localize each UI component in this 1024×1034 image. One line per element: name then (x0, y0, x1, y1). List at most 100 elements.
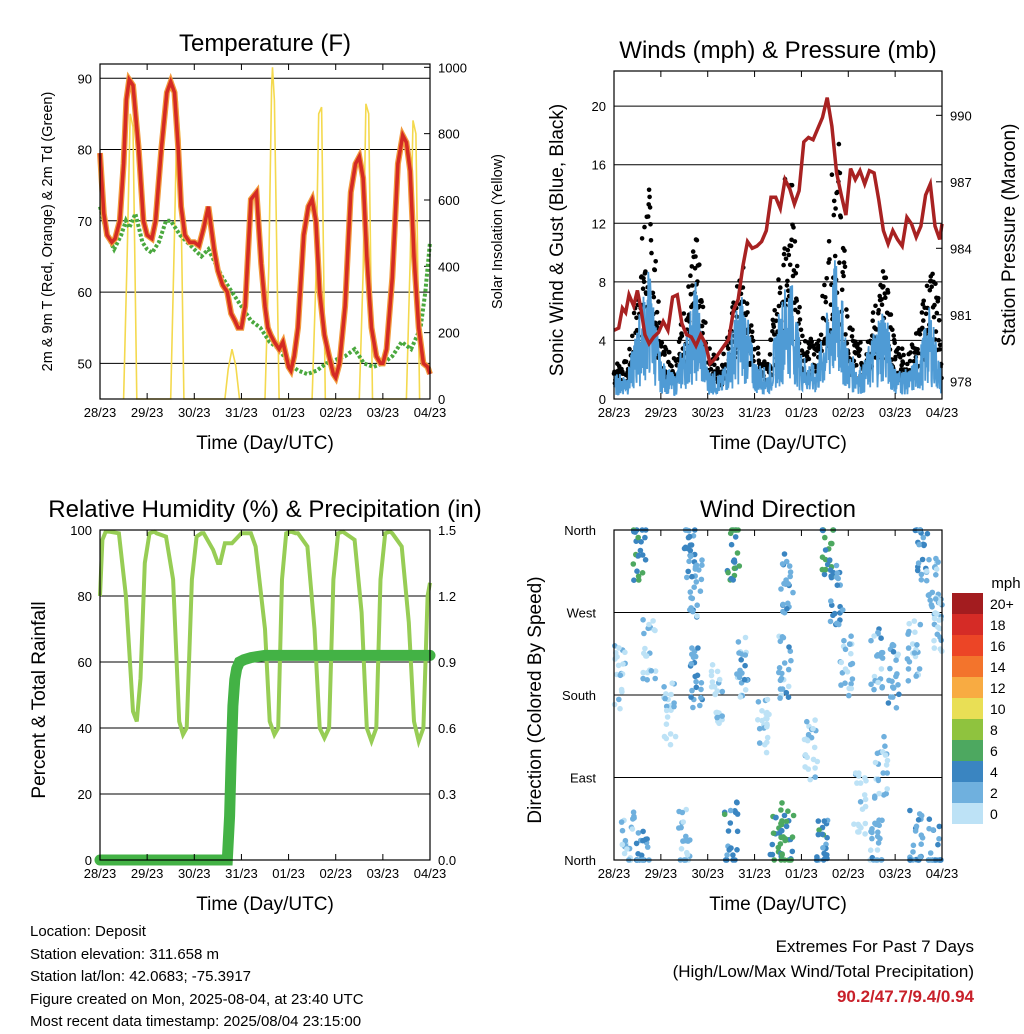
direction-point (819, 831, 826, 838)
direction-point (736, 674, 743, 681)
gust-point (836, 141, 842, 147)
gust-point (870, 310, 876, 315)
station-info: Location: Deposit Station elevation: 311… (30, 921, 364, 1034)
gust-point (688, 291, 694, 297)
gust-point (745, 310, 750, 315)
y-tick-label: 80 (78, 143, 92, 158)
direction-point (621, 850, 628, 857)
y-tick-label: 70 (78, 214, 92, 229)
direction-point (693, 579, 700, 585)
direction-point (828, 540, 834, 547)
gust-point (653, 259, 658, 264)
legend-label: 18 (990, 617, 1006, 633)
direction-point (624, 846, 630, 852)
direction-point (804, 718, 810, 725)
direction-point (778, 834, 784, 841)
direction-point (631, 815, 637, 821)
direction-point (776, 669, 782, 676)
gust-point (776, 303, 782, 309)
y-right-tick-label: 1.2 (438, 589, 456, 604)
direction-point (910, 842, 917, 849)
direction-point (680, 819, 686, 825)
direction-point (683, 806, 689, 813)
direction-point (935, 624, 941, 630)
gust-point (772, 308, 777, 313)
direction-point (848, 681, 854, 687)
gust-point (797, 304, 802, 310)
y-right-tick-label: 1000 (438, 60, 467, 75)
gust-point (845, 314, 850, 319)
x-tick-label: 28/23 (84, 866, 117, 881)
direction-point (725, 569, 731, 576)
direction-point (816, 827, 822, 833)
direction-point (662, 695, 668, 702)
direction-point (933, 572, 939, 578)
direction-point (886, 677, 892, 684)
x-tick-label: 01/23 (785, 405, 818, 420)
direction-point (735, 639, 742, 645)
direction-point (805, 766, 812, 772)
x-tick-label: 04/23 (414, 405, 447, 420)
direction-point (672, 733, 679, 740)
panel-title: Winds (mph) & Pressure (mb) (619, 37, 936, 64)
gust-point (800, 333, 805, 339)
direction-point (918, 577, 925, 583)
direction-point (884, 770, 890, 776)
direction-point (683, 833, 689, 840)
direction-point (876, 790, 882, 797)
direction-point (826, 557, 833, 563)
direction-point (842, 666, 849, 672)
gust-point (891, 333, 896, 338)
direction-point (833, 562, 840, 569)
direction-point (852, 770, 859, 776)
y-right-tick-label: 984 (950, 241, 972, 256)
direction-point (927, 850, 934, 856)
direction-point (875, 776, 882, 783)
direction-point (730, 852, 736, 858)
y-tick-label: 40 (78, 721, 92, 736)
direction-point (905, 666, 912, 672)
direction-point (881, 792, 887, 798)
y-tick-label: South (562, 688, 596, 703)
direction-point (709, 662, 716, 668)
direction-point (836, 621, 842, 628)
direction-point (851, 821, 857, 827)
y-right-tick-label: 0 (438, 392, 445, 407)
direction-point (713, 709, 719, 716)
direction-point (690, 654, 697, 661)
gust-point (937, 347, 942, 352)
direction-point (737, 694, 744, 700)
gust-point (647, 205, 653, 210)
direction-point (648, 668, 655, 674)
wind-direction-panel: North East South West North Wind Direction 28/… (525, 496, 958, 915)
direction-point (868, 681, 874, 688)
direction-point (779, 818, 785, 824)
direction-point (678, 846, 685, 852)
gust-point (883, 275, 889, 281)
gust-point (646, 187, 652, 193)
direction-point (804, 737, 811, 744)
direction-point (698, 680, 705, 686)
direction-point (875, 679, 881, 686)
direction-point (824, 852, 830, 858)
direction-point (912, 629, 918, 635)
x-tick-label: 28/23 (598, 866, 631, 881)
gust-point (898, 355, 903, 360)
direction-point (815, 818, 822, 824)
solar-line (122, 67, 421, 400)
gust-point (783, 256, 789, 262)
direction-point (841, 637, 847, 644)
y-axis-label: Percent & Total Rainfall (29, 601, 50, 798)
direction-point (694, 613, 700, 619)
plot-frame (99, 63, 431, 400)
y-right-tick-label: 400 (438, 259, 460, 274)
direction-point (630, 809, 637, 815)
direction-point (821, 571, 828, 578)
gust-point (703, 320, 708, 325)
gust-point (841, 273, 846, 279)
gust-point (893, 354, 898, 360)
x-tick-label: 29/23 (645, 866, 678, 881)
gust-point (721, 351, 726, 357)
direction-point (716, 676, 723, 683)
y-tick-label: 16 (592, 158, 606, 173)
